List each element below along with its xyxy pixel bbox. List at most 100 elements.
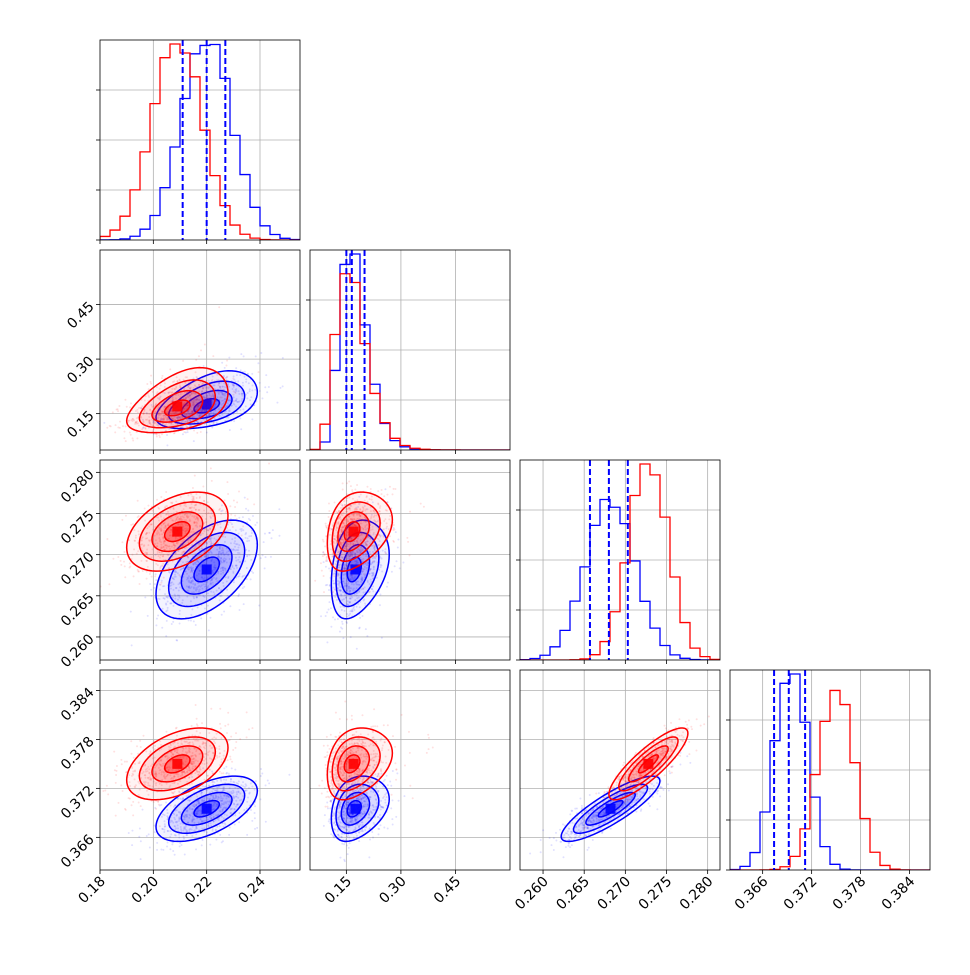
scatter-point	[221, 362, 223, 364]
scatter-point	[120, 560, 122, 562]
scatter-point	[156, 618, 158, 620]
scatter-point	[354, 489, 356, 491]
scatter-point	[200, 349, 202, 351]
scatter-point	[395, 531, 397, 533]
scatter-point	[203, 365, 205, 367]
scatter-point	[268, 386, 270, 388]
scatter-point	[362, 615, 364, 617]
scatter-point	[377, 490, 379, 492]
scatter-point	[198, 355, 200, 357]
scatter-point	[229, 505, 231, 507]
scatter-point	[194, 475, 196, 477]
scatter-point	[220, 727, 222, 729]
scatter-point	[259, 390, 261, 392]
scatter-point	[323, 591, 325, 593]
scatter-point	[144, 508, 146, 510]
scatter-point	[132, 440, 134, 442]
scatter-point	[155, 573, 157, 575]
scatter-point	[255, 355, 257, 357]
scatter-point	[102, 790, 104, 792]
scatter-point	[379, 604, 381, 606]
scatter-point	[151, 576, 153, 578]
scatter-point	[138, 801, 140, 803]
scatter-point	[420, 503, 422, 505]
scatter-point	[153, 587, 155, 589]
scatter-point	[192, 487, 194, 489]
scatter-point	[254, 805, 256, 807]
scatter-point	[228, 357, 230, 359]
scatter-point	[123, 437, 125, 439]
scatter-point	[328, 568, 330, 570]
scatter-point	[329, 585, 331, 587]
scatter-point	[136, 745, 138, 747]
scatter-point	[115, 815, 117, 817]
scatter-point	[266, 391, 268, 393]
scatter-point	[229, 605, 231, 607]
scatter-point	[224, 499, 226, 501]
scatter-point	[245, 508, 247, 510]
scatter-point	[156, 434, 158, 436]
scatter-point	[150, 381, 152, 383]
scatter-point	[156, 842, 158, 844]
scatter-point	[409, 554, 411, 556]
scatter-point	[208, 629, 210, 631]
scatter-point	[172, 850, 174, 852]
scatter-point	[156, 436, 158, 438]
scatter-point	[148, 833, 150, 835]
scatter-point	[132, 814, 134, 816]
scatter-point	[202, 839, 204, 841]
scatter-point	[393, 524, 395, 526]
scatter-point	[254, 524, 256, 526]
scatter-point	[117, 556, 119, 558]
scatter-point	[204, 344, 206, 346]
scatter-point	[138, 515, 140, 517]
scatter-point	[320, 615, 322, 617]
scatter-point	[181, 844, 183, 846]
scatter-point	[323, 541, 325, 543]
scatter-point	[193, 429, 195, 431]
scatter-point	[122, 425, 124, 427]
scatter-point	[218, 306, 220, 308]
scatter-point	[260, 768, 262, 770]
scatter-point	[150, 383, 152, 385]
scatter-point	[154, 583, 156, 585]
density-peak	[202, 564, 212, 574]
scatter-point	[106, 427, 108, 429]
scatter-point	[423, 506, 425, 508]
scatter-point	[276, 402, 278, 404]
scatter-point	[239, 417, 241, 419]
scatter-point	[224, 367, 226, 369]
scatter-point	[165, 635, 167, 637]
scatter-point	[112, 411, 114, 413]
scatter-point	[95, 442, 97, 444]
scatter-point	[250, 578, 252, 580]
scatter-point	[149, 847, 151, 849]
scatter-point	[119, 421, 121, 423]
scatter-point	[196, 432, 198, 434]
scatter-point	[129, 431, 131, 433]
scatter-point	[108, 583, 110, 585]
scatter-point	[397, 547, 399, 549]
scatter-point	[384, 488, 386, 490]
scatter-point	[219, 834, 221, 836]
scatter-point	[389, 535, 391, 537]
scatter-point	[161, 433, 163, 435]
scatter-point	[109, 425, 111, 427]
scatter-point	[223, 611, 225, 613]
scatter-point	[233, 420, 235, 422]
scatter-point	[244, 497, 246, 499]
scatter-point	[271, 537, 273, 539]
scatter-point	[407, 541, 409, 543]
scatter-point	[147, 505, 149, 507]
scatter-point	[328, 609, 330, 611]
scatter-point	[129, 406, 131, 408]
scatter-point	[397, 538, 399, 540]
scatter-panel-1-4	[95, 670, 300, 870]
scatter-point	[132, 523, 134, 525]
scatter-point	[265, 784, 267, 786]
scatter-point	[106, 538, 108, 540]
scatter-point	[260, 557, 262, 559]
scatter-point	[159, 436, 161, 438]
scatter-point	[165, 491, 167, 493]
scatter-point	[257, 362, 259, 364]
